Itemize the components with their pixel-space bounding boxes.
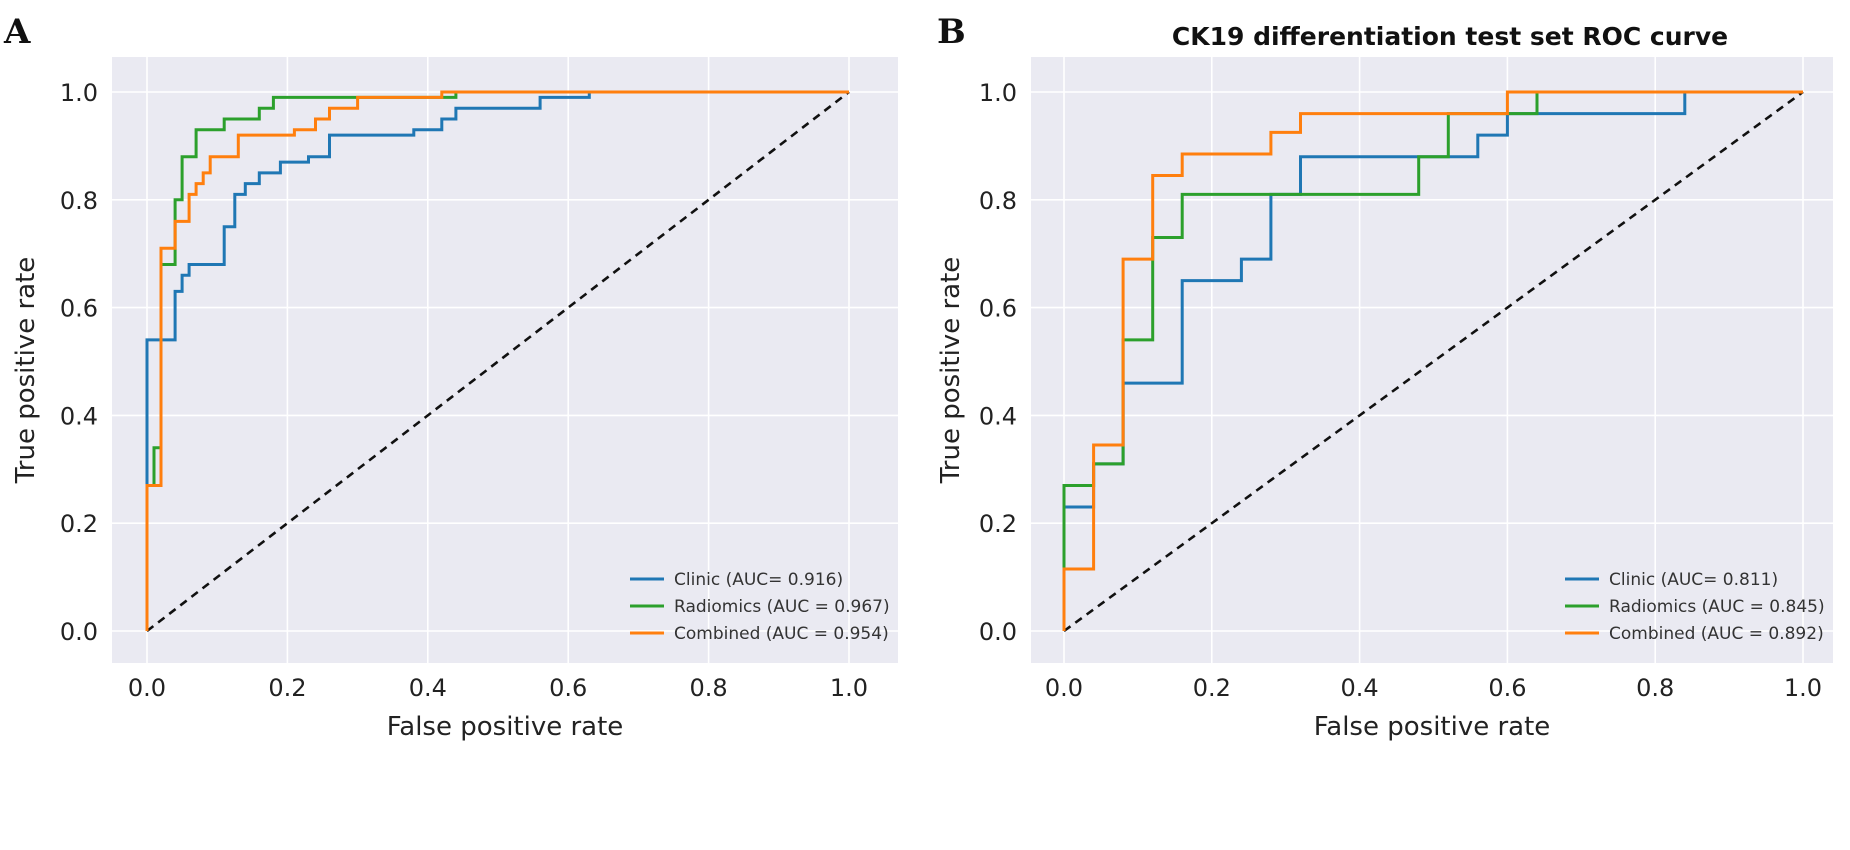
y-tick-label: 0.4: [979, 402, 1017, 430]
legend-label: Clinic (AUC= 0.811): [1609, 570, 1778, 590]
x-tick-label: 0.6: [1488, 674, 1526, 702]
x-tick-label: 0.8: [690, 674, 728, 702]
y-tick-label: 0.6: [60, 295, 98, 323]
chance-diagonal-line: [146, 90, 850, 633]
x-tick-label: 0.4: [1341, 674, 1379, 702]
roc-chart-a: 0.0 0.2 0.4 0.6 0.8 1.0 0.0 0.2 0.4 0.6 0.8 1.0 Fals…: [11, 57, 898, 742]
roc-panel-a: A 0.0 0.2 0.4 0.6 0.8 1.0 0.0 0.2 0.4 0.6 0.8 1.0 Fa…: [4, 12, 898, 742]
x-tick-label: 0.0: [128, 674, 166, 702]
x-tick-label: 0.4: [409, 674, 447, 702]
panel-label-a: A: [4, 12, 31, 52]
y-tick-label: 0.0: [979, 618, 1017, 646]
roc-chart-b: 0.0 0.2 0.4 0.6 0.8 1.0 0.0 0.2 0.4 0.6 0.8 1.0 Fals…: [936, 57, 1833, 742]
x-axis-label: False positive rate: [387, 712, 624, 742]
panel-label-b: B: [937, 12, 966, 52]
x-tick-label: 1.0: [1784, 674, 1822, 702]
y-tick-label: 0.4: [60, 402, 98, 430]
roc-line-combined: [1062, 90, 1803, 631]
chance-diagonal-line: [1063, 90, 1804, 633]
legend-label: Clinic (AUC= 0.916): [674, 570, 843, 590]
chart-title-b: CK19 differentiation test set ROC curve: [1171, 22, 1729, 51]
legend-label: Combined (AUC = 0.892): [1609, 624, 1824, 644]
y-axis-label: True positive rate: [11, 257, 41, 485]
x-tick-label: 0.0: [1045, 674, 1083, 702]
roc-line-clinic: [145, 90, 849, 631]
y-tick-label: 0.2: [979, 510, 1017, 538]
x-tick-label: 0.8: [1636, 674, 1674, 702]
roc-panel-b: B CK19 differentiation test set ROC curv…: [925, 0, 1850, 850]
legend-label: Combined (AUC = 0.954): [674, 624, 889, 644]
x-tick-label: 1.0: [830, 674, 868, 702]
plot-background: [112, 57, 898, 663]
y-tick-label: 0.6: [979, 295, 1017, 323]
x-tick-label: 0.6: [549, 674, 587, 702]
y-tick-label: 1.0: [60, 79, 98, 107]
y-tick-label: 0.8: [979, 187, 1017, 215]
y-tick-label: 0.2: [60, 510, 98, 538]
y-tick-label: 0.0: [60, 618, 98, 646]
y-tick-label: 0.8: [60, 187, 98, 215]
roc-line-combined: [145, 90, 849, 631]
y-axis-label: True positive rate: [936, 257, 966, 485]
x-axis-label: False positive rate: [1314, 712, 1551, 742]
y-tick-label: 1.0: [979, 79, 1017, 107]
legend-label: Radiomics (AUC = 0.967): [674, 597, 890, 617]
x-tick-label: 0.2: [1193, 674, 1231, 702]
legend-label: Radiomics (AUC = 0.845): [1609, 597, 1825, 617]
roc-line-radiomics: [145, 90, 849, 631]
x-tick-label: 0.2: [268, 674, 306, 702]
